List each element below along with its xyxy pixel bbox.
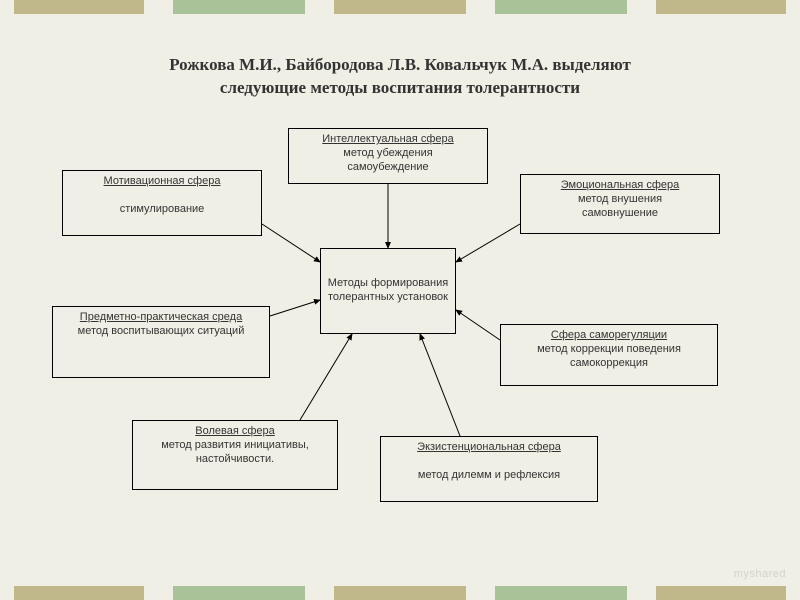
node-practical: Предметно-практическая средаметод воспит… (52, 306, 270, 378)
node-selfreg: Сфера саморегуляцииметод коррекции повед… (500, 324, 718, 386)
node-heading: Экзистенциональная сфера (385, 441, 593, 455)
node-emotional: Эмоциональная сфераметод внушениясамовну… (520, 174, 720, 234)
node-heading: Сфера саморегуляции (505, 329, 713, 343)
node-body-line (385, 455, 593, 469)
node-heading: Волевая сфера (137, 425, 333, 439)
node-body-line: метод коррекции поведения (505, 343, 713, 357)
accent-bar (495, 586, 627, 600)
node-body-line: самоубеждение (293, 161, 483, 175)
watermark: myshared (734, 568, 786, 580)
node-body-line: метод дилемм и рефлексия (385, 469, 593, 483)
node-body-line: метод воспитывающих ситуаций (57, 325, 265, 339)
node-body-line: самокоррекция (505, 357, 713, 371)
node-heading: Интеллектуальная сфера (293, 133, 483, 147)
node-body-line (67, 189, 257, 203)
arrow-selfreg (456, 310, 500, 340)
node-heading: Мотивационная сфера (67, 175, 257, 189)
node-existential: Экзистенциональная сфера метод дилемм и … (380, 436, 598, 502)
node-body-line: стимулирование (67, 203, 257, 217)
arrow-motivational (262, 224, 320, 262)
node-body-line: самовнушение (525, 207, 715, 221)
arrow-practical (270, 300, 320, 316)
node-body-line: настойчивости. (137, 453, 333, 467)
node-body-line: метод убеждения (293, 147, 483, 161)
node-intellectual: Интеллектуальная сфераметод убеждениясам… (288, 128, 488, 184)
center-node: Методы формирования толерантных установо… (320, 248, 456, 334)
node-heading: Предметно-практическая среда (57, 311, 265, 325)
node-body-line: метод внушения (525, 193, 715, 207)
node-heading: Эмоциональная сфера (525, 179, 715, 193)
arrow-existential (420, 334, 460, 436)
node-motivational: Мотивационная сфера стимулирование (62, 170, 262, 236)
node-volitional: Волевая сфераметод развития инициативы,н… (132, 420, 338, 490)
accent-bar (173, 586, 305, 600)
node-body-line: метод развития инициативы, (137, 439, 333, 453)
accent-bar (14, 586, 144, 600)
accent-bar (334, 586, 466, 600)
accent-bar (656, 586, 786, 600)
arrow-emotional (456, 224, 520, 262)
arrow-volitional (300, 334, 352, 420)
bottom-accent-bars (0, 586, 800, 600)
diagram-canvas: Методы формирования толерантных установо… (0, 0, 800, 600)
